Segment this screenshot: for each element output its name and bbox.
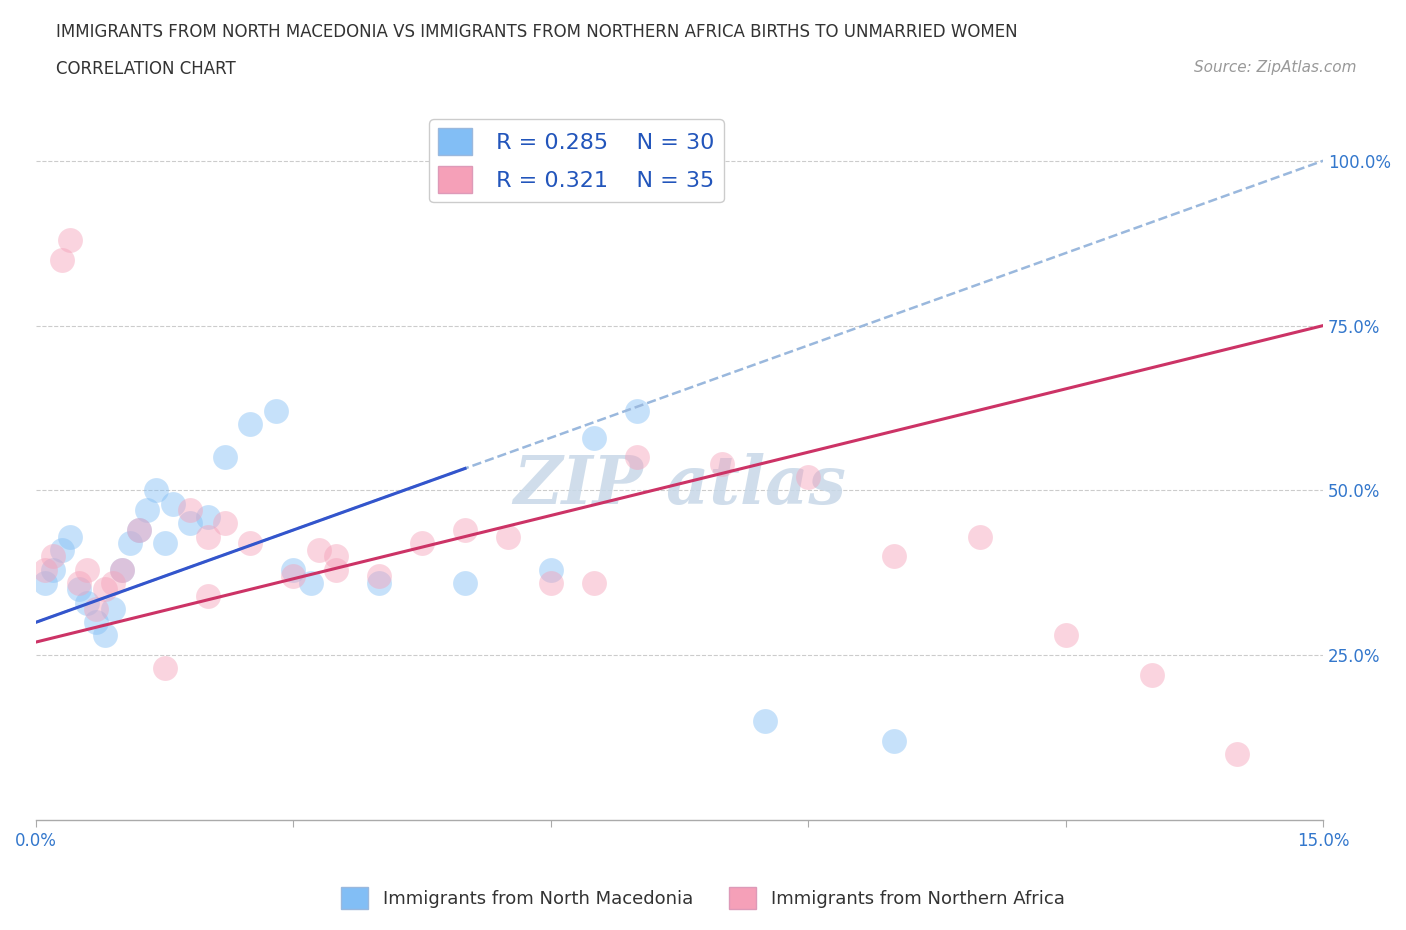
Point	[214, 450, 236, 465]
Point	[368, 576, 391, 591]
Point	[883, 734, 905, 749]
Point	[626, 450, 648, 465]
Point	[299, 576, 322, 591]
Text: Source: ZipAtlas.com: Source: ZipAtlas.com	[1194, 60, 1357, 75]
Point	[34, 576, 56, 591]
Point	[42, 562, 65, 577]
Point	[128, 523, 150, 538]
Point	[711, 457, 734, 472]
Text: CORRELATION CHART: CORRELATION CHART	[56, 60, 236, 78]
Point	[197, 529, 219, 544]
Point	[84, 615, 107, 630]
Point	[582, 576, 605, 591]
Point	[76, 562, 98, 577]
Point	[101, 576, 124, 591]
Point	[1054, 628, 1077, 643]
Point	[411, 536, 433, 551]
Point	[325, 549, 347, 564]
Point	[454, 576, 477, 591]
Point	[67, 576, 90, 591]
Point	[136, 503, 159, 518]
Point	[797, 470, 820, 485]
Point	[1226, 747, 1249, 762]
Point	[145, 483, 167, 498]
Point	[84, 602, 107, 617]
Text: IMMIGRANTS FROM NORTH MACEDONIA VS IMMIGRANTS FROM NORTHERN AFRICA BIRTHS TO UNM: IMMIGRANTS FROM NORTH MACEDONIA VS IMMIG…	[56, 23, 1018, 41]
Point	[67, 582, 90, 597]
Legend:  R = 0.285    N = 30,  R = 0.321    N = 35: R = 0.285 N = 30, R = 0.321 N = 35	[429, 119, 724, 202]
Point	[153, 536, 176, 551]
Point	[368, 569, 391, 584]
Point	[153, 661, 176, 676]
Point	[239, 536, 262, 551]
Point	[540, 576, 562, 591]
Point	[214, 516, 236, 531]
Point	[179, 503, 201, 518]
Point	[540, 562, 562, 577]
Point	[283, 562, 305, 577]
Point	[101, 602, 124, 617]
Point	[308, 542, 330, 557]
Point	[582, 431, 605, 445]
Point	[1140, 668, 1163, 683]
Point	[120, 536, 142, 551]
Point	[883, 549, 905, 564]
Point	[197, 589, 219, 604]
Point	[59, 529, 82, 544]
Point	[454, 523, 477, 538]
Point	[496, 529, 519, 544]
Text: ZIP atlas: ZIP atlas	[513, 453, 846, 518]
Point	[76, 595, 98, 610]
Point	[283, 569, 305, 584]
Point	[93, 582, 115, 597]
Point	[51, 252, 73, 267]
Point	[197, 510, 219, 525]
Point	[111, 562, 134, 577]
Point	[34, 562, 56, 577]
Point	[325, 562, 347, 577]
Point	[42, 549, 65, 564]
Legend: Immigrants from North Macedonia, Immigrants from Northern Africa: Immigrants from North Macedonia, Immigra…	[335, 880, 1071, 916]
Point	[264, 404, 287, 418]
Point	[111, 562, 134, 577]
Point	[754, 713, 776, 728]
Point	[179, 516, 201, 531]
Point	[93, 628, 115, 643]
Point	[162, 497, 184, 512]
Point	[59, 232, 82, 247]
Point	[51, 542, 73, 557]
Point	[626, 404, 648, 418]
Point	[128, 523, 150, 538]
Point	[239, 417, 262, 432]
Point	[969, 529, 991, 544]
